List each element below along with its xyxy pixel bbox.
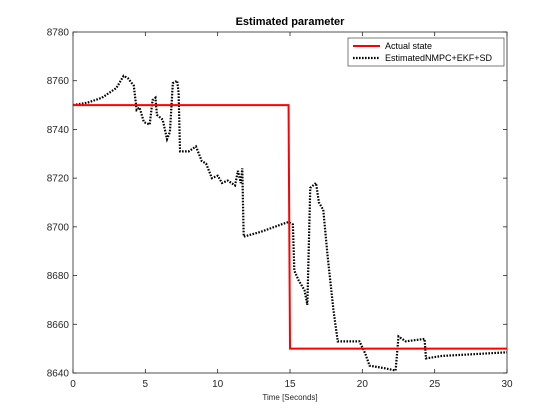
legend-label-actual-state: Actual state <box>385 41 432 51</box>
x-tick-label: 5 <box>143 379 149 390</box>
y-tick-label: 8640 <box>47 369 70 380</box>
x-tick-label: 15 <box>284 379 296 390</box>
y-tick-label: 8780 <box>47 28 70 39</box>
y-tick-label: 8660 <box>47 320 70 331</box>
y-tick-label: 8740 <box>47 125 70 136</box>
x-tick-label: 20 <box>357 379 369 390</box>
y-tick-label: 8680 <box>47 271 70 282</box>
y-tick-label: 8760 <box>47 76 70 87</box>
legend: Actual state EstimatedNMPC+EKF+SD <box>348 38 504 66</box>
x-axis-label: Time [Seconds] <box>262 393 317 402</box>
x-tick-label: 25 <box>429 379 441 390</box>
chart-title: Estimated parameter <box>236 16 346 28</box>
x-tick-label: 0 <box>70 379 76 390</box>
y-tick-label: 8700 <box>47 222 70 233</box>
x-tick-label: 30 <box>501 379 513 390</box>
y-tick-label: 8720 <box>47 174 70 185</box>
legend-label-estimated: EstimatedNMPC+EKF+SD <box>385 53 493 63</box>
x-tick-label: 10 <box>212 379 224 390</box>
